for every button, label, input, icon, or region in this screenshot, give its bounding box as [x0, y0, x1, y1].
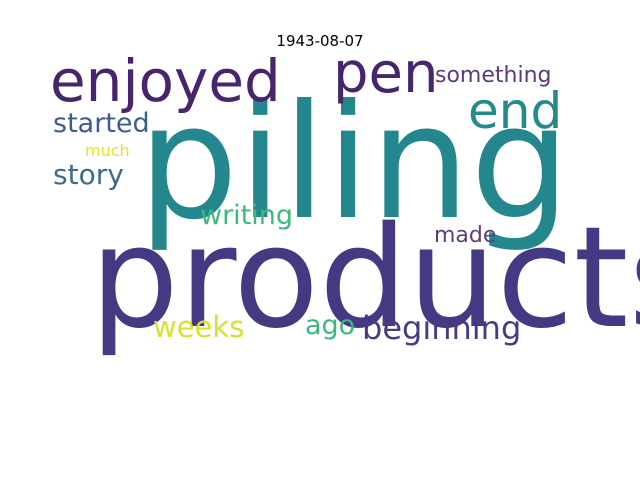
word-ago: ago — [305, 310, 356, 341]
word-much: much — [85, 141, 130, 160]
word-enjoyed: enjoyed — [50, 47, 281, 115]
word-products: products — [90, 197, 640, 360]
word-story: story — [53, 158, 124, 191]
word-made: made — [434, 223, 497, 248]
word-started: started — [53, 108, 150, 139]
chart-title: 1943-08-07 — [276, 32, 364, 50]
word-end: end — [468, 82, 563, 140]
word-pen: pen — [333, 41, 439, 106]
word-weeks: weeks — [153, 310, 245, 344]
word-writing: writing — [200, 200, 294, 231]
word-piling: piling — [138, 71, 571, 255]
word-beginning: beginning — [362, 309, 522, 347]
word-something: something — [435, 63, 552, 88]
